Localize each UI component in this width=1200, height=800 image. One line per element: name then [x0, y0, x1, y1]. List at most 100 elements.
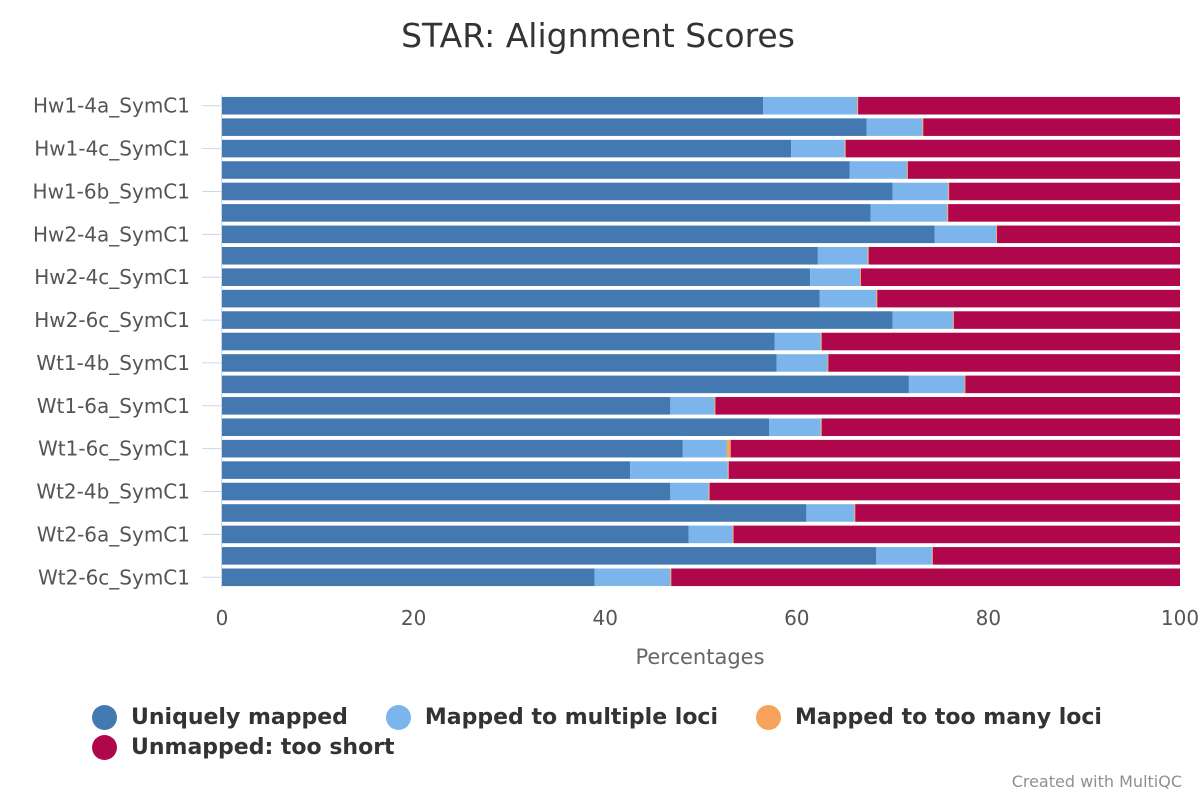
bar-segment-16-series-3[interactable]	[820, 418, 822, 437]
bar-segment-14-series-4[interactable]	[965, 375, 1180, 394]
bar-segment-8-series-2[interactable]	[817, 246, 868, 265]
bar-segment-13-series-2[interactable]	[776, 354, 828, 372]
bar-segment-13-series-3[interactable]	[827, 354, 829, 372]
bar-segment-21-series-4[interactable]	[733, 525, 1180, 544]
bar-segment-2-series-3[interactable]	[922, 118, 924, 136]
bar-segment-21-series-3[interactable]	[732, 525, 734, 544]
bar-segment-19-series-3[interactable]	[708, 482, 710, 501]
bar-segment-3-series-4[interactable]	[845, 139, 1180, 158]
bar-segment-21-series-2[interactable]	[688, 525, 733, 544]
bar-segment-3-series-2[interactable]	[791, 139, 845, 158]
legend-marker-icon	[385, 704, 411, 730]
bar-segment-5-series-2[interactable]	[892, 182, 949, 201]
bar-segment-2-series-4[interactable]	[923, 118, 1180, 136]
bar-segment-12-series-1[interactable]	[222, 332, 775, 351]
bar-segment-6-series-3[interactable]	[947, 204, 949, 222]
bar-segment-7-series-1[interactable]	[222, 225, 935, 244]
bar-segment-3-series-3[interactable]	[844, 139, 846, 158]
bar-segment-18-series-2[interactable]	[630, 461, 728, 479]
bar-segment-8-series-3[interactable]	[867, 246, 869, 265]
bar-segment-12-series-4[interactable]	[821, 332, 1180, 351]
bar-segment-22-series-2[interactable]	[876, 547, 932, 565]
bar-segment-10-series-4[interactable]	[877, 289, 1180, 308]
bar-segment-19-series-1[interactable]	[222, 482, 671, 501]
bar-segment-15-series-3[interactable]	[714, 397, 716, 415]
bar-segment-20-series-3[interactable]	[854, 504, 856, 522]
bar-segment-4-series-2[interactable]	[849, 161, 907, 179]
bar-segment-15-series-1[interactable]	[222, 397, 671, 415]
bar-segment-12-series-2[interactable]	[774, 332, 821, 351]
bar-segment-23-series-1[interactable]	[222, 568, 595, 587]
bar-segment-11-series-3[interactable]	[952, 311, 954, 329]
bar-segment-5-series-3[interactable]	[948, 182, 950, 201]
bar-segment-15-series-4[interactable]	[715, 397, 1180, 415]
bar-segment-4-series-4[interactable]	[907, 161, 1180, 179]
legend-item-1[interactable]: Uniquely mapped	[92, 704, 348, 730]
bar-segment-8-series-4[interactable]	[868, 246, 1180, 265]
bar-segment-6-series-1[interactable]	[222, 204, 871, 222]
bar-segment-23-series-2[interactable]	[594, 568, 671, 587]
bar-segment-20-series-1[interactable]	[222, 504, 807, 522]
bar-segment-1-series-3[interactable]	[857, 96, 859, 115]
x-tick-label: 20	[401, 606, 426, 630]
bar-segment-15-series-2[interactable]	[670, 397, 715, 415]
bar-segment-23-series-4[interactable]	[671, 568, 1180, 587]
bar-segment-14-series-2[interactable]	[908, 375, 965, 394]
bar-segment-8-series-1[interactable]	[222, 246, 818, 265]
bar-segment-22-series-1[interactable]	[222, 547, 877, 565]
bar-segment-21-series-1[interactable]	[222, 525, 689, 544]
bar-segment-5-series-4[interactable]	[949, 182, 1180, 201]
bar-segment-14-series-3[interactable]	[964, 375, 966, 394]
bar-segment-1-series-2[interactable]	[763, 96, 858, 115]
legend-item-2[interactable]: Mapped to multiple loci	[385, 704, 718, 730]
bar-segment-2-series-2[interactable]	[866, 118, 923, 136]
bar-segment-12-series-3[interactable]	[820, 332, 822, 351]
bar-segment-1-series-4[interactable]	[858, 96, 1180, 115]
bar-segment-10-series-1[interactable]	[222, 289, 820, 308]
bar-segment-7-series-2[interactable]	[934, 225, 997, 244]
bar-segment-6-series-4[interactable]	[948, 204, 1180, 222]
bar-segment-11-series-2[interactable]	[892, 311, 953, 329]
bar-segment-11-series-4[interactable]	[953, 311, 1180, 329]
bar-segment-9-series-2[interactable]	[810, 268, 861, 286]
bar-segment-5-series-1[interactable]	[222, 182, 893, 201]
bar-segment-18-series-4[interactable]	[728, 461, 1180, 479]
bar-segment-23-series-3[interactable]	[670, 568, 672, 587]
bar-segment-3-series-1[interactable]	[222, 139, 792, 158]
bar-segment-11-series-1[interactable]	[222, 311, 893, 329]
bar-segment-2-series-1[interactable]	[222, 118, 867, 136]
bar-segment-13-series-1[interactable]	[222, 354, 777, 372]
bar-segment-10-series-3[interactable]	[876, 289, 878, 308]
bar-segment-22-series-4[interactable]	[932, 547, 1180, 565]
bar-segment-9-series-4[interactable]	[860, 268, 1180, 286]
bar-segment-9-series-1[interactable]	[222, 268, 811, 286]
bar-segment-17-series-1[interactable]	[222, 439, 683, 458]
bar-segment-7-series-4[interactable]	[997, 225, 1180, 244]
bar-segment-4-series-1[interactable]	[222, 161, 850, 179]
bar-segment-17-series-3[interactable]	[726, 439, 731, 458]
bar-segment-17-series-4[interactable]	[730, 439, 1180, 458]
bar-segment-16-series-4[interactable]	[821, 418, 1180, 437]
legend-item-4[interactable]: Unmapped: too short	[92, 734, 395, 760]
bar-segment-9-series-3[interactable]	[860, 268, 861, 286]
bar-segment-10-series-2[interactable]	[819, 289, 877, 308]
bar-segment-18-series-1[interactable]	[222, 461, 631, 479]
bar-segment-19-series-4[interactable]	[709, 482, 1180, 501]
legend-item-3[interactable]: Mapped to too many loci	[756, 704, 1102, 730]
bar-segment-20-series-4[interactable]	[855, 504, 1180, 522]
bar-segment-4-series-3[interactable]	[906, 161, 908, 179]
bar-segment-19-series-2[interactable]	[670, 482, 709, 501]
bar-segment-14-series-1[interactable]	[222, 375, 909, 394]
credits[interactable]: Created with MultiQC	[1011, 772, 1182, 791]
bar-segment-17-series-2[interactable]	[682, 439, 727, 458]
bar-segment-20-series-2[interactable]	[806, 504, 855, 522]
bar-segment-1-series-1[interactable]	[222, 96, 764, 115]
bar-segment-16-series-2[interactable]	[769, 418, 821, 437]
bar-segment-18-series-3[interactable]	[727, 461, 729, 479]
bar-segment-16-series-1[interactable]	[222, 418, 770, 437]
bar-segment-7-series-3[interactable]	[996, 225, 998, 244]
bar-segment-13-series-4[interactable]	[828, 354, 1180, 372]
y-axis: Hw1-4a_SymC1 Hw1-4c_SymC1 Hw1-6b_SymC1 Hw2-…	[33, 94, 222, 589]
bar-segment-6-series-2[interactable]	[870, 204, 948, 222]
bar-segment-22-series-3[interactable]	[931, 547, 933, 565]
